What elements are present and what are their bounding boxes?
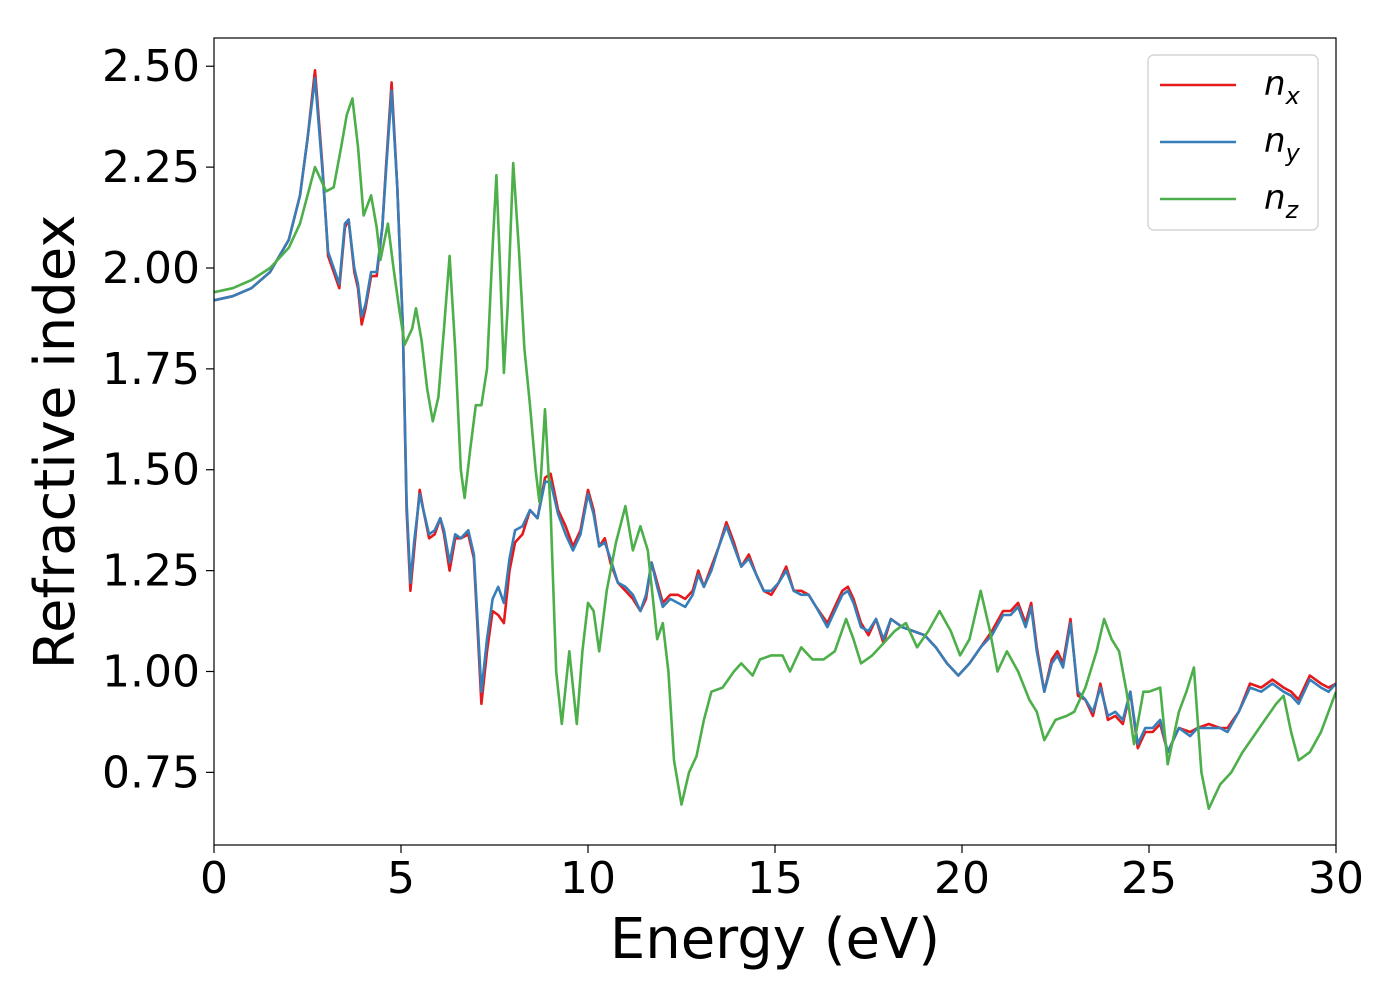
legend-label-y: ny xyxy=(1264,121,1301,167)
x-tick-label: 10 xyxy=(560,853,616,904)
legend-label-x: nx xyxy=(1264,64,1301,110)
x-tick-label: 25 xyxy=(1121,853,1177,904)
series-group xyxy=(214,69,1336,810)
y-tick-label: 1.50 xyxy=(102,445,200,496)
y-tick-label: 2.50 xyxy=(102,41,200,92)
y-axis-label: Refractive index xyxy=(23,215,88,670)
series-line-y xyxy=(214,77,1336,754)
legend: nx ny nz xyxy=(1147,54,1319,231)
y-tick-label: 1.25 xyxy=(102,546,200,597)
y-tick-label: 2.00 xyxy=(102,243,200,294)
x-axis-label: Energy (eV) xyxy=(610,907,940,972)
y-tick-label: 2.25 xyxy=(102,142,200,193)
y-tick-label: 1.75 xyxy=(102,344,200,395)
legend-label-z: nz xyxy=(1264,178,1300,224)
x-tick-label: 20 xyxy=(934,853,990,904)
y-tick-label: 1.00 xyxy=(102,646,200,697)
x-tick-label: 15 xyxy=(747,853,803,904)
x-tick-label: 30 xyxy=(1308,853,1364,904)
x-axis-ticks: 0 5 10 15 20 25 30 xyxy=(200,845,1364,904)
series-line-z xyxy=(214,97,1336,810)
x-tick-label: 5 xyxy=(387,853,415,904)
x-tick-label: 0 xyxy=(200,853,228,904)
y-axis-ticks: 0.75 1.00 1.25 1.50 1.75 2.00 2.25 2.50 xyxy=(102,41,214,798)
y-tick-label: 0.75 xyxy=(102,747,200,798)
